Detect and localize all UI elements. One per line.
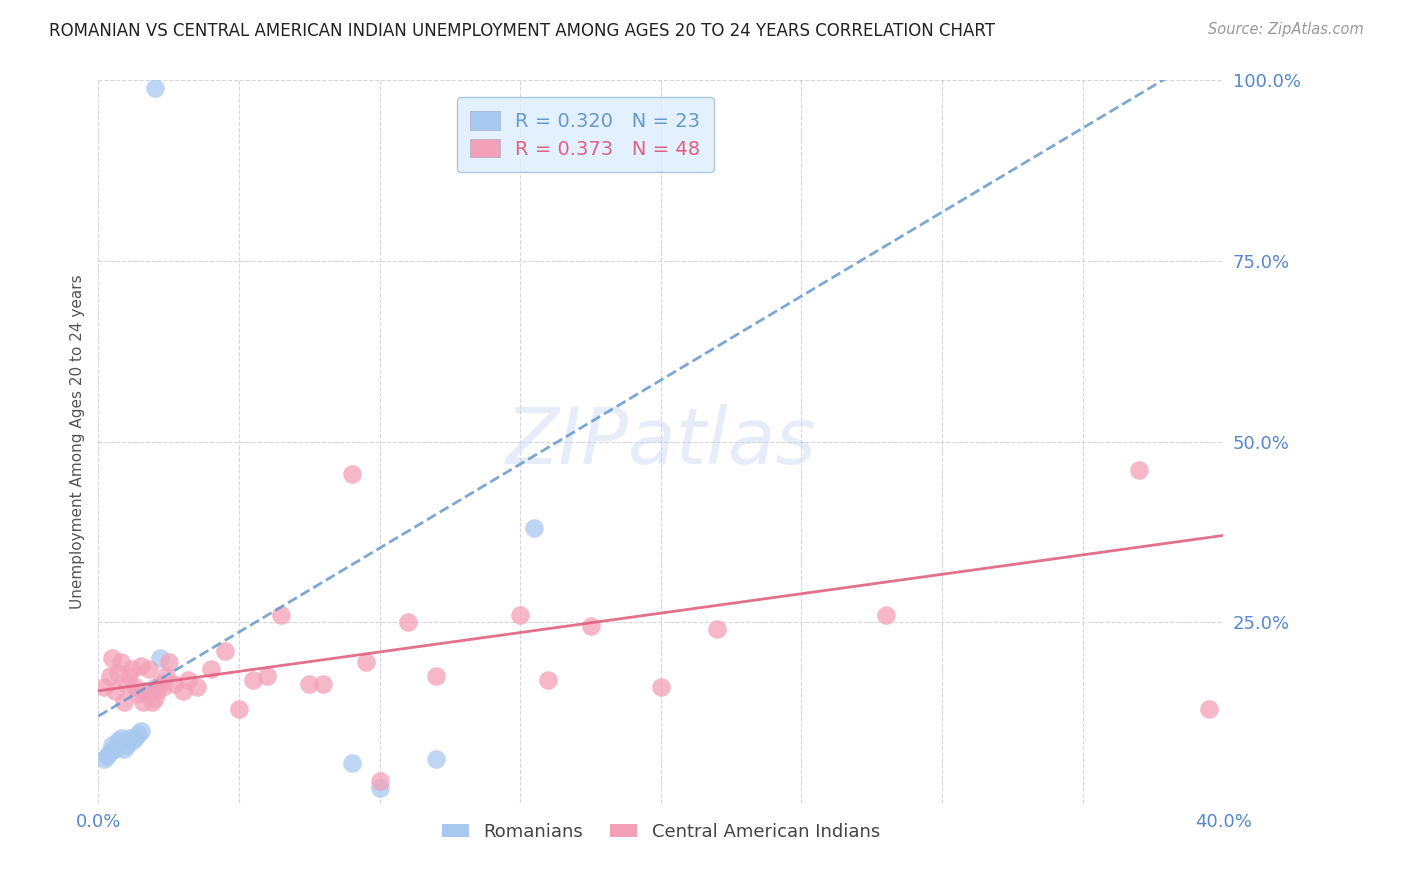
- Point: [127, 727, 149, 741]
- Point: [1128, 463, 1150, 477]
- Point: [138, 662, 160, 676]
- Point: [143, 691, 166, 706]
- Text: Source: ZipAtlas.com: Source: ZipAtlas.com: [1208, 22, 1364, 37]
- Point: [138, 683, 160, 698]
- Point: [98, 745, 121, 759]
- Point: [579, 619, 602, 633]
- Point: [875, 607, 897, 622]
- Point: [650, 680, 672, 694]
- Point: [110, 655, 132, 669]
- Point: [115, 676, 138, 690]
- Point: [104, 683, 127, 698]
- Point: [149, 676, 172, 690]
- Point: [312, 676, 335, 690]
- Point: [93, 680, 115, 694]
- Point: [124, 731, 146, 745]
- Point: [132, 683, 155, 698]
- Point: [340, 467, 363, 481]
- Point: [354, 655, 377, 669]
- Point: [298, 676, 321, 690]
- Point: [368, 781, 391, 796]
- Point: [132, 695, 155, 709]
- Point: [425, 752, 447, 766]
- Point: [172, 683, 194, 698]
- Point: [112, 741, 135, 756]
- Point: [256, 669, 278, 683]
- Point: [129, 658, 152, 673]
- Point: [143, 80, 166, 95]
- Point: [129, 723, 152, 738]
- Point: [96, 748, 118, 763]
- Point: [509, 607, 531, 622]
- Point: [163, 676, 186, 690]
- Point: [107, 665, 129, 680]
- Point: [107, 734, 129, 748]
- Point: [706, 623, 728, 637]
- Point: [157, 655, 180, 669]
- Point: [143, 680, 166, 694]
- Point: [115, 738, 138, 752]
- Point: [146, 683, 169, 698]
- Point: [101, 738, 124, 752]
- Point: [121, 734, 143, 748]
- Point: [118, 731, 141, 745]
- Point: [228, 702, 250, 716]
- Point: [368, 774, 391, 789]
- Text: ROMANIAN VS CENTRAL AMERICAN INDIAN UNEMPLOYMENT AMONG AGES 20 TO 24 YEARS CORRE: ROMANIAN VS CENTRAL AMERICAN INDIAN UNEM…: [49, 22, 995, 40]
- Point: [98, 669, 121, 683]
- Point: [152, 680, 174, 694]
- Point: [101, 651, 124, 665]
- Point: [214, 644, 236, 658]
- Point: [242, 673, 264, 687]
- Point: [121, 662, 143, 676]
- Point: [523, 521, 546, 535]
- Point: [141, 695, 163, 709]
- Point: [110, 731, 132, 745]
- Text: ZIPatlas: ZIPatlas: [505, 403, 817, 480]
- Point: [537, 673, 560, 687]
- Point: [149, 651, 172, 665]
- Point: [135, 683, 157, 698]
- Point: [1198, 702, 1220, 716]
- Point: [200, 662, 222, 676]
- Legend: Romanians, Central American Indians: Romanians, Central American Indians: [434, 815, 887, 848]
- Point: [340, 756, 363, 770]
- Point: [112, 695, 135, 709]
- Point: [118, 669, 141, 683]
- Point: [155, 669, 177, 683]
- Point: [186, 680, 208, 694]
- Point: [177, 673, 200, 687]
- Point: [127, 687, 149, 701]
- Point: [396, 615, 419, 630]
- Point: [425, 669, 447, 683]
- Point: [93, 752, 115, 766]
- Point: [270, 607, 292, 622]
- Point: [104, 741, 127, 756]
- Y-axis label: Unemployment Among Ages 20 to 24 years: Unemployment Among Ages 20 to 24 years: [69, 274, 84, 609]
- Point: [124, 680, 146, 694]
